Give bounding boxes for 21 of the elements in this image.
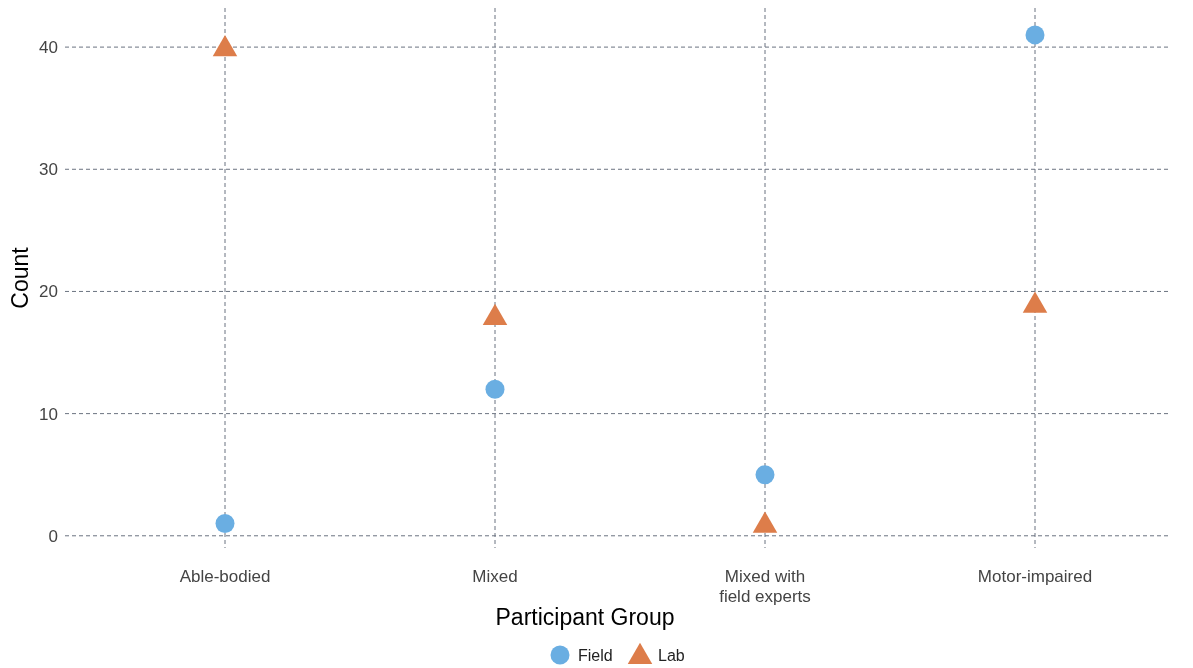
point [212, 34, 238, 57]
point [485, 379, 505, 399]
y-tick-label: 20 [39, 282, 58, 302]
x-axis-title: Participant Group [495, 604, 675, 630]
legend-label: Field [578, 646, 613, 664]
y-tick-label: 40 [39, 38, 58, 58]
point [755, 465, 775, 485]
point [482, 303, 508, 325]
point [752, 511, 778, 533]
y-tick-label: 10 [39, 404, 58, 424]
y-axis-title: Count [7, 246, 33, 309]
point [1022, 291, 1048, 313]
point [215, 514, 235, 534]
y-tick-label: 30 [39, 160, 58, 180]
point [1025, 25, 1045, 45]
x-tick-label: Mixed [472, 567, 518, 586]
x-tick-label: Able-bodied [179, 567, 271, 586]
y-tick-label: 0 [48, 526, 58, 546]
x-tick-label: Motor-impaired [977, 567, 1093, 586]
x-tick-label: Mixed with field experts [719, 567, 811, 606]
legend-label: Lab [658, 646, 685, 664]
